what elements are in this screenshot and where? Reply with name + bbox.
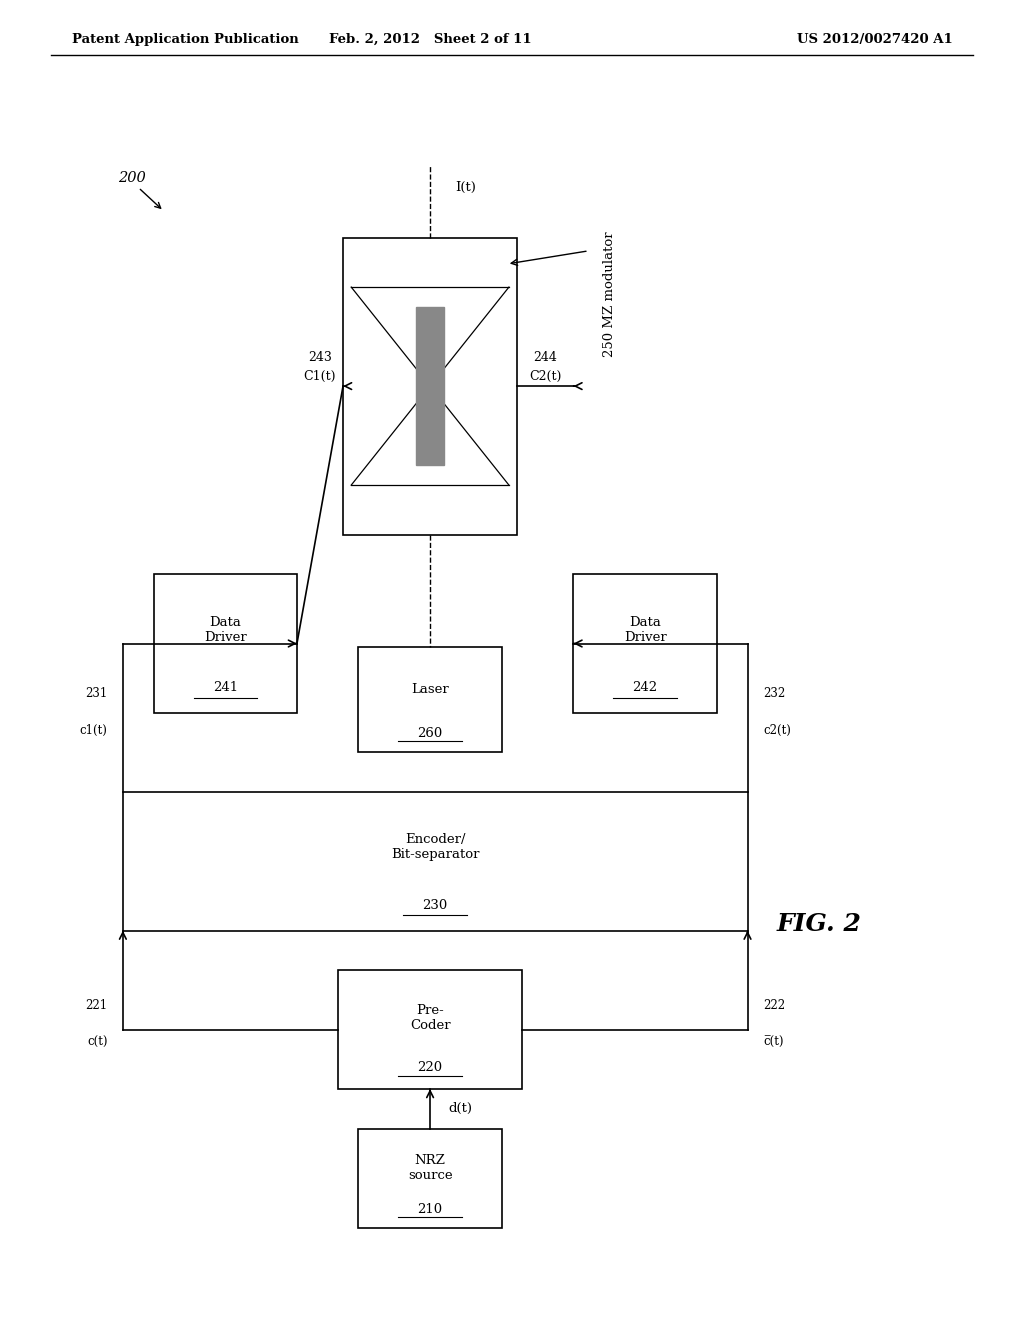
- Text: 230: 230: [423, 899, 447, 912]
- Text: c̅(t): c̅(t): [763, 1036, 783, 1049]
- Text: 200: 200: [118, 172, 145, 185]
- Text: NRZ
source: NRZ source: [408, 1154, 453, 1183]
- Text: Laser: Laser: [412, 682, 449, 696]
- Text: 210: 210: [418, 1204, 442, 1216]
- Text: d(t): d(t): [449, 1102, 472, 1115]
- Text: 232: 232: [763, 688, 785, 701]
- Bar: [123, 792, 748, 931]
- Text: 231: 231: [85, 688, 108, 701]
- Text: c2(t): c2(t): [763, 725, 791, 738]
- Text: US 2012/0027420 A1: US 2012/0027420 A1: [797, 33, 952, 46]
- Text: 222: 222: [763, 999, 785, 1012]
- Bar: [338, 970, 522, 1089]
- Text: Patent Application Publication: Patent Application Publication: [72, 33, 298, 46]
- Text: Data
Driver: Data Driver: [624, 615, 667, 644]
- Text: 260: 260: [418, 727, 442, 741]
- Text: Data
Driver: Data Driver: [204, 615, 247, 644]
- Text: C1(t): C1(t): [304, 371, 336, 383]
- Text: C2(t): C2(t): [529, 371, 561, 383]
- Text: FIG. 2: FIG. 2: [777, 912, 861, 936]
- Text: Encoder/
Bit-separator: Encoder/ Bit-separator: [391, 833, 479, 862]
- Text: c1(t): c1(t): [80, 725, 108, 738]
- Text: 221: 221: [85, 999, 108, 1012]
- Bar: [573, 574, 717, 713]
- Text: 242: 242: [633, 681, 657, 694]
- Text: 243: 243: [308, 351, 332, 363]
- Bar: [154, 574, 297, 713]
- Text: c(t): c(t): [87, 1036, 108, 1049]
- Text: 220: 220: [418, 1061, 442, 1074]
- Bar: [358, 647, 502, 752]
- Bar: [416, 308, 444, 466]
- Text: 250 MZ modulator: 250 MZ modulator: [603, 231, 615, 356]
- Bar: [343, 238, 517, 535]
- Bar: [358, 1129, 502, 1228]
- Text: Feb. 2, 2012   Sheet 2 of 11: Feb. 2, 2012 Sheet 2 of 11: [329, 33, 531, 46]
- Text: I(t): I(t): [456, 181, 476, 194]
- Text: Pre-
Coder: Pre- Coder: [410, 1003, 451, 1032]
- Text: 241: 241: [213, 681, 238, 694]
- Text: 244: 244: [534, 351, 557, 363]
